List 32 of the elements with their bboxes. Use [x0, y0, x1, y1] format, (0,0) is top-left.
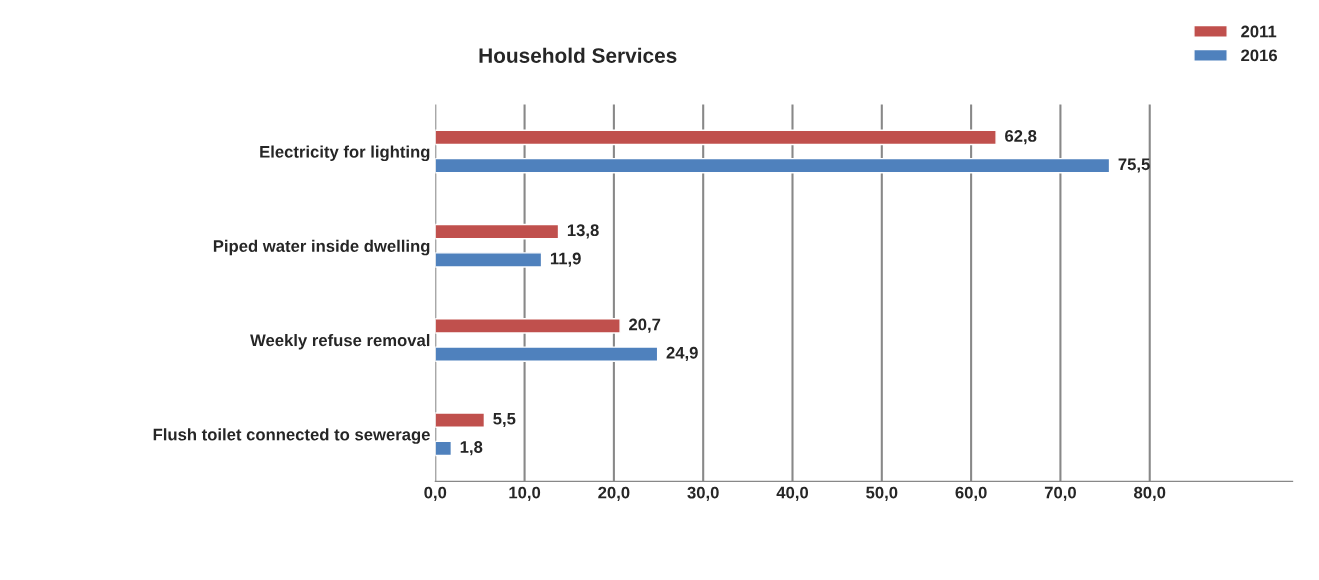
y-tick-label: Weekly refuse removal [250, 333, 430, 350]
data-label: 20,7 [629, 318, 661, 333]
bar [435, 346, 659, 362]
x-tick-label: 70,0 [1044, 486, 1076, 501]
x-tick-label: 0,0 [424, 486, 447, 501]
data-label: 13,8 [567, 224, 599, 239]
data-label: 11,9 [550, 252, 581, 267]
y-tick-label: Piped water inside dwelling [213, 239, 430, 256]
bar [435, 252, 543, 268]
bar [435, 223, 560, 240]
bar [435, 440, 453, 457]
bar [435, 129, 997, 146]
bar [435, 412, 486, 428]
bar [435, 157, 1111, 174]
x-tick-label: 80,0 [1134, 486, 1166, 501]
x-tick-label: 30,0 [687, 486, 719, 501]
bar [435, 318, 621, 334]
x-tick-label: 50,0 [866, 486, 898, 501]
data-label: 62,8 [1005, 130, 1037, 145]
x-tick-label: 40,0 [776, 486, 809, 501]
legend-label: 2011 [1241, 25, 1277, 38]
data-label: 5,5 [493, 412, 516, 428]
chart-title: Household Services [479, 47, 677, 63]
x-tick-label: 60,0 [955, 486, 987, 501]
data-label: 24,9 [666, 346, 698, 362]
y-tick-label: Flush toilet connected to sewerage [153, 428, 430, 444]
x-tick-label: 20,0 [598, 486, 630, 501]
data-label: 75,5 [1118, 158, 1150, 173]
legend-label: 2016 [1241, 49, 1278, 62]
data-label: 1,8 [460, 441, 483, 456]
y-tick-label: Electricity for lighting [260, 145, 430, 162]
x-tick-label: 10,0 [509, 486, 541, 501]
